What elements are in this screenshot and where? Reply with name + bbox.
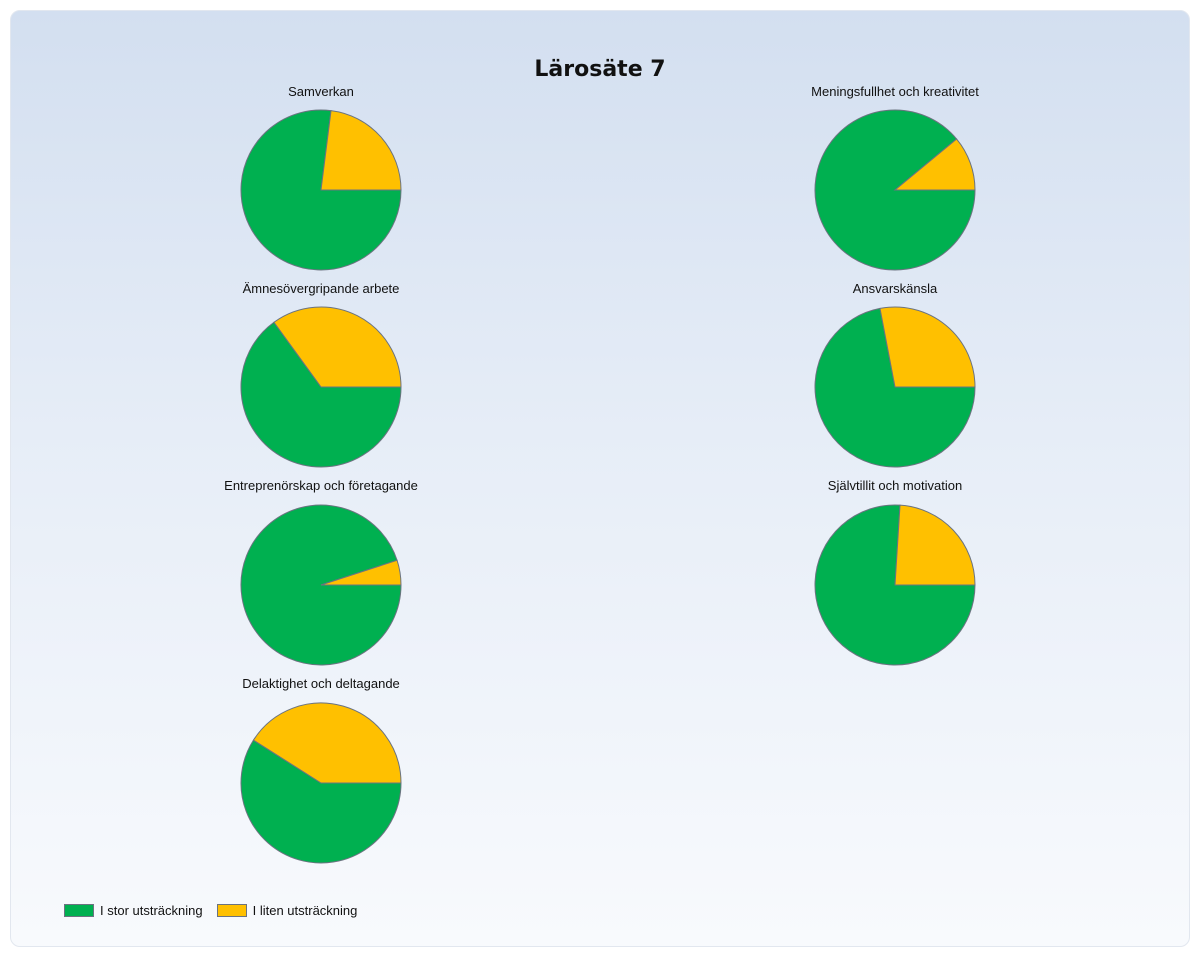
pie-3: Ämnesövergripande arbete [240,281,402,468]
chart-title: Lärosäte 7 [534,57,666,82]
pie-7: Delaktighet och deltagande [240,676,402,864]
legend-swatch-stor [64,904,94,917]
pie-6: Självtillit och motivation [814,478,976,666]
pie-title: Självtillit och motivation [828,478,962,493]
pie-slice-liten [252,702,402,784]
pie-slice-liten [320,559,402,586]
pie-title: Samverkan [288,84,354,99]
pie-title: Ansvarskänsla [853,281,938,296]
pie-4: Ansvarskänsla [814,281,976,468]
legend-item-liten: I liten utsträckning [216,903,358,918]
pie-slice-stor [814,307,976,468]
pie-slice-liten [320,110,402,191]
pie-slice-liten [879,306,976,388]
legend-label-liten: I liten utsträckning [252,903,358,918]
legend-swatch-liten [216,904,247,917]
pie-slice-liten [894,504,976,586]
chart-panel: Lärosäte 7 [10,10,1190,947]
legend: I stor utsträckning I liten utsträckning [64,903,371,918]
pie-title: Delaktighet och deltagande [242,676,400,691]
pie-2: Meningsfullhet och kreativitet [811,84,979,271]
legend-label-stor: I stor utsträckning [100,903,203,918]
pie-slice-stor [240,739,402,864]
pie-title: Ämnesövergripande arbete [243,281,400,296]
pie-slice-liten [273,306,402,388]
pie-slice-stor [240,321,402,468]
pie-slice-liten [893,138,976,191]
legend-item-stor: I stor utsträckning [64,903,203,918]
pie-1: Samverkan [240,84,402,271]
pie-5: Entreprenörskap och företagande [224,478,418,666]
pie-title: Entreprenörskap och företagande [224,478,418,493]
pie-title: Meningsfullhet och kreativitet [811,84,979,99]
